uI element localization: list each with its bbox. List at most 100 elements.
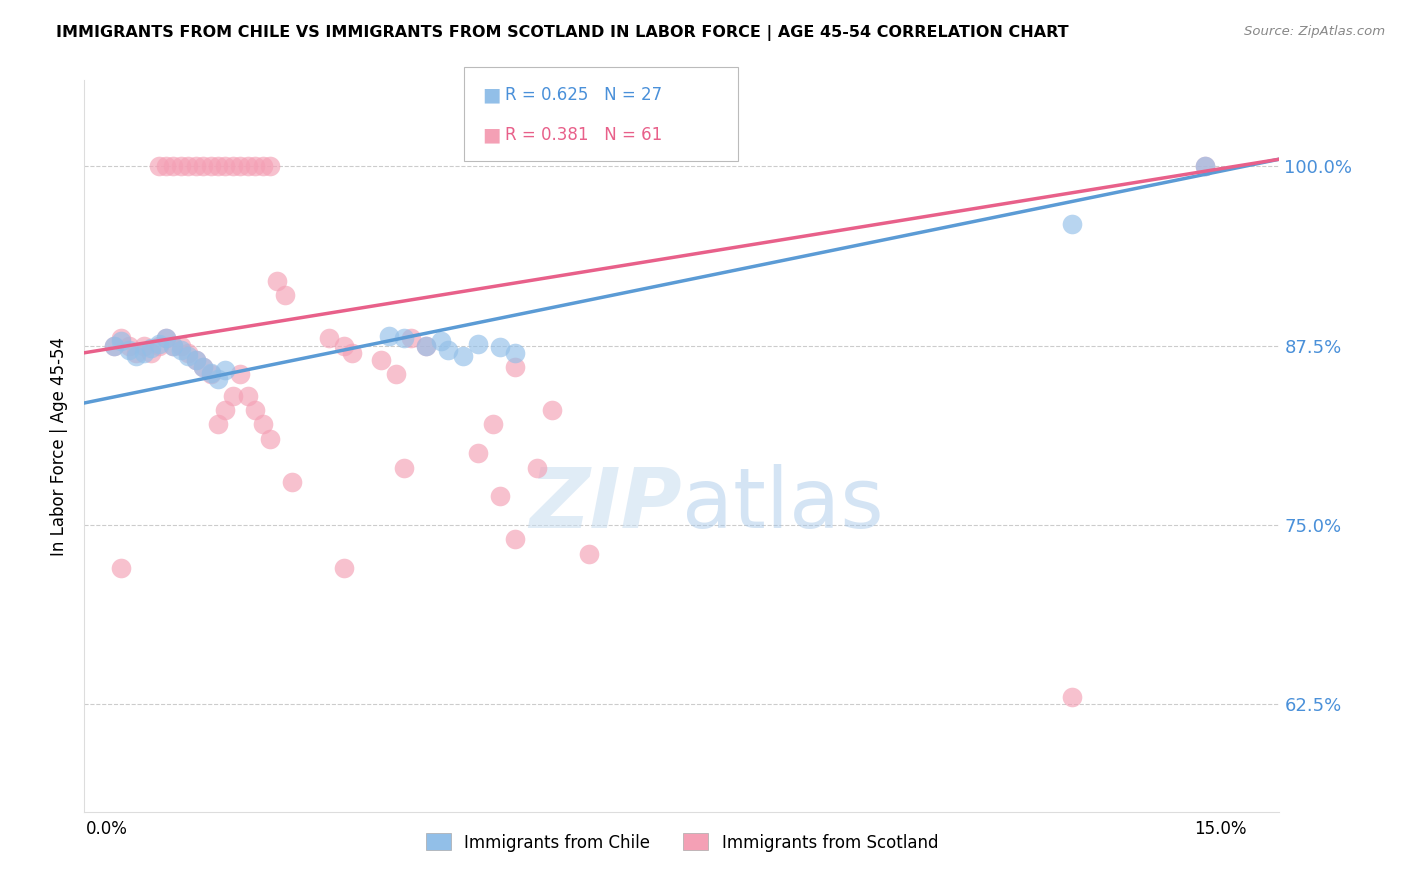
Legend: Immigrants from Chile, Immigrants from Scotland: Immigrants from Chile, Immigrants from S… <box>419 827 945 858</box>
Text: IMMIGRANTS FROM CHILE VS IMMIGRANTS FROM SCOTLAND IN LABOR FORCE | AGE 45-54 COR: IMMIGRANTS FROM CHILE VS IMMIGRANTS FROM… <box>56 25 1069 41</box>
Point <box>415 338 437 352</box>
Point <box>377 328 399 343</box>
Point <box>222 159 245 173</box>
Point <box>415 338 437 352</box>
Point <box>170 343 193 357</box>
Point <box>399 331 422 345</box>
Point <box>162 338 184 352</box>
Point <box>489 340 512 354</box>
Point <box>184 353 207 368</box>
Point <box>191 360 214 375</box>
Point <box>177 349 200 363</box>
Point <box>222 389 245 403</box>
Point <box>177 345 200 359</box>
Point <box>207 371 229 385</box>
Point <box>481 417 503 432</box>
Point <box>503 533 526 547</box>
Point <box>125 345 148 359</box>
Point <box>333 338 356 352</box>
Point <box>110 334 132 349</box>
Point <box>214 403 236 417</box>
Point <box>437 343 460 357</box>
Point <box>110 561 132 575</box>
Point <box>103 338 125 352</box>
Point <box>200 366 222 380</box>
Point <box>110 331 132 345</box>
Text: R = 0.381   N = 61: R = 0.381 N = 61 <box>505 126 662 144</box>
Point <box>200 159 222 173</box>
Point <box>141 342 163 356</box>
Point <box>118 343 141 357</box>
Point <box>489 489 512 503</box>
Point <box>243 403 266 417</box>
Point <box>170 159 193 173</box>
Point <box>191 159 214 173</box>
Point <box>467 446 489 460</box>
Text: ZIP: ZIP <box>529 464 682 545</box>
Point <box>229 159 252 173</box>
Text: atlas: atlas <box>682 464 883 545</box>
Point <box>451 349 474 363</box>
Point <box>392 460 415 475</box>
Point <box>259 432 281 446</box>
Point <box>214 159 236 173</box>
Point <box>155 159 177 173</box>
Point <box>170 338 193 352</box>
Point <box>148 159 170 173</box>
Point <box>162 159 184 173</box>
Point <box>236 159 259 173</box>
Point <box>266 274 288 288</box>
Point <box>1060 690 1083 704</box>
Point <box>191 360 214 375</box>
Point <box>503 345 526 359</box>
Point <box>385 368 408 382</box>
Point <box>184 353 207 368</box>
Point <box>392 331 415 345</box>
Point <box>148 337 170 351</box>
Text: ■: ■ <box>482 126 501 145</box>
Point <box>132 345 155 359</box>
Text: R = 0.625   N = 27: R = 0.625 N = 27 <box>505 87 662 104</box>
Point <box>207 417 229 432</box>
Point <box>259 159 281 173</box>
Point <box>467 337 489 351</box>
Point <box>177 159 200 173</box>
Point <box>236 389 259 403</box>
Point <box>155 331 177 345</box>
Point <box>1194 159 1216 173</box>
Point <box>541 403 564 417</box>
Point <box>370 353 392 368</box>
Point <box>184 159 207 173</box>
Text: ■: ■ <box>482 86 501 104</box>
Point <box>148 338 170 352</box>
Point <box>503 360 526 375</box>
Point <box>207 159 229 173</box>
Point <box>125 349 148 363</box>
Point <box>274 288 297 302</box>
Point <box>429 334 451 349</box>
Point <box>103 338 125 352</box>
Text: 15.0%: 15.0% <box>1194 821 1246 838</box>
Point <box>318 331 340 345</box>
Point <box>526 460 548 475</box>
Point <box>333 561 356 575</box>
Point <box>214 363 236 377</box>
Point <box>281 475 304 489</box>
Text: 0.0%: 0.0% <box>86 821 128 838</box>
Point <box>1194 159 1216 173</box>
Point <box>118 338 141 352</box>
Y-axis label: In Labor Force | Age 45-54: In Labor Force | Age 45-54 <box>51 336 69 556</box>
Point <box>229 368 252 382</box>
Point <box>200 368 222 382</box>
Point <box>141 345 163 359</box>
Point <box>252 159 274 173</box>
Point <box>132 338 155 352</box>
Point <box>578 547 600 561</box>
Point <box>1060 217 1083 231</box>
Point <box>155 331 177 345</box>
Text: Source: ZipAtlas.com: Source: ZipAtlas.com <box>1244 25 1385 38</box>
Point <box>340 345 363 359</box>
Point <box>243 159 266 173</box>
Point <box>162 338 184 352</box>
Point <box>252 417 274 432</box>
